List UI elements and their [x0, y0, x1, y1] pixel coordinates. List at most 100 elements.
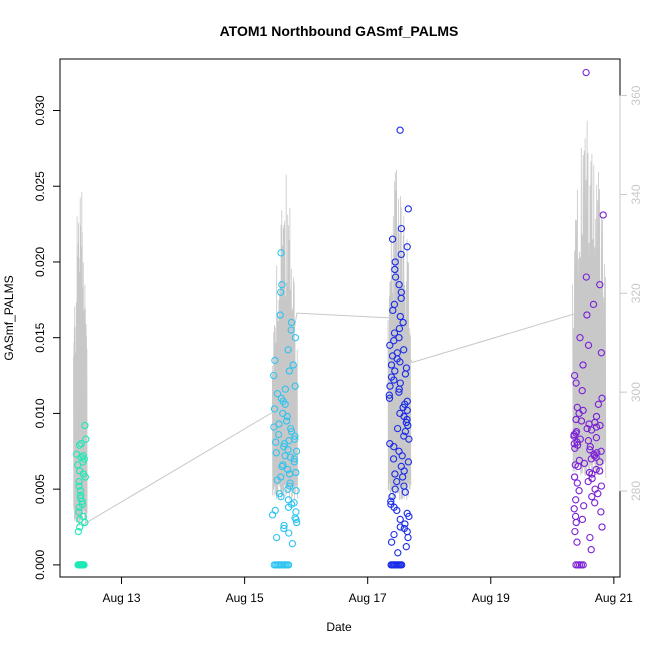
data-point [79, 512, 87, 521]
data-point [291, 432, 299, 440]
data-point [291, 382, 299, 390]
data-point [281, 452, 289, 460]
data-point [393, 349, 401, 357]
data-point [399, 318, 407, 327]
data-point [579, 361, 587, 369]
data-point [575, 487, 583, 495]
data-point [75, 441, 84, 449]
data-point [588, 474, 596, 483]
data-point [272, 533, 281, 542]
data-point [396, 126, 404, 134]
data-point [275, 490, 284, 498]
data-point [280, 521, 288, 530]
data-point [282, 417, 291, 425]
data-point [589, 300, 598, 309]
data-point [573, 441, 582, 449]
data-point [75, 482, 83, 490]
chart-title: ATOM1 Northbound GASmf_PALMS [220, 23, 459, 39]
data-point [270, 423, 278, 431]
data-point [285, 529, 293, 537]
data-point [404, 533, 412, 542]
data-point [396, 515, 404, 524]
data-point [597, 508, 605, 516]
y-tick-label: 0.010 [33, 398, 47, 428]
data-point [597, 349, 606, 357]
data-point [80, 561, 88, 569]
data-point [403, 509, 411, 518]
data-point [393, 424, 402, 433]
data-point [571, 461, 579, 469]
plot-border [59, 58, 621, 578]
data-point [572, 427, 581, 436]
data-point [74, 527, 83, 536]
data-point [291, 334, 300, 342]
data-point [570, 371, 579, 380]
data-point [391, 273, 400, 281]
data-point [596, 467, 604, 475]
data-point [284, 561, 293, 569]
y2-tick-label: 300 [629, 382, 643, 402]
data-point [596, 458, 604, 466]
data-point [400, 524, 408, 533]
data-point [592, 423, 601, 431]
y2-tick-label: 340 [629, 184, 643, 204]
data-point [291, 435, 299, 443]
data-point [391, 470, 399, 478]
data-point [588, 493, 596, 501]
data-point [385, 391, 393, 399]
data-point [400, 346, 408, 354]
data-point [79, 452, 87, 460]
data-point [591, 499, 599, 507]
data-point [82, 435, 90, 443]
data-point [284, 496, 293, 504]
data-point [391, 258, 399, 266]
data-point [386, 382, 394, 390]
data-point [403, 243, 411, 251]
data-point [281, 385, 290, 393]
data-point [571, 512, 580, 521]
data-point [571, 527, 579, 536]
data-point [270, 405, 279, 413]
y2-tick-label: 360 [629, 85, 643, 105]
y-tick-label: 0.025 [33, 171, 47, 201]
data-point [290, 499, 298, 507]
data-point [394, 549, 402, 557]
data-point [397, 224, 406, 233]
data-point [75, 508, 83, 516]
data-point [404, 458, 413, 466]
data-point [572, 518, 580, 527]
data-point [278, 281, 286, 289]
data-point [386, 341, 394, 349]
data-point [395, 281, 403, 289]
data-point [397, 288, 405, 296]
data-point [287, 318, 296, 327]
data-point [285, 367, 294, 375]
data-point [573, 403, 581, 412]
x-tick-label: Aug 19 [472, 591, 510, 605]
data-point [575, 456, 584, 465]
data-point [576, 334, 584, 342]
data-point [280, 524, 288, 533]
data-point [390, 300, 399, 309]
data-point [290, 458, 298, 466]
data-point [597, 482, 606, 490]
x-tick-label: Aug 15 [226, 591, 264, 605]
y2-tick-label: 320 [629, 283, 643, 303]
data-point [586, 533, 594, 542]
data-point [388, 493, 396, 501]
data-point [275, 420, 283, 428]
data-point [280, 443, 288, 451]
data-point [572, 496, 580, 504]
data-point [272, 438, 280, 446]
axes-layer: Aug 13 Aug 15 Aug 17 Aug 19 Aug 21 0.000 0.005… [33, 85, 643, 605]
data-point [271, 356, 279, 365]
data-point [572, 379, 580, 387]
data-point [391, 367, 399, 375]
data-point [591, 485, 599, 493]
y-axis-label: GASmf_PALMS [2, 275, 16, 360]
x-axis-label: Date [326, 620, 352, 634]
data-point [582, 68, 590, 77]
data-point [292, 487, 300, 495]
data-point [578, 387, 586, 395]
data-point [401, 427, 410, 436]
